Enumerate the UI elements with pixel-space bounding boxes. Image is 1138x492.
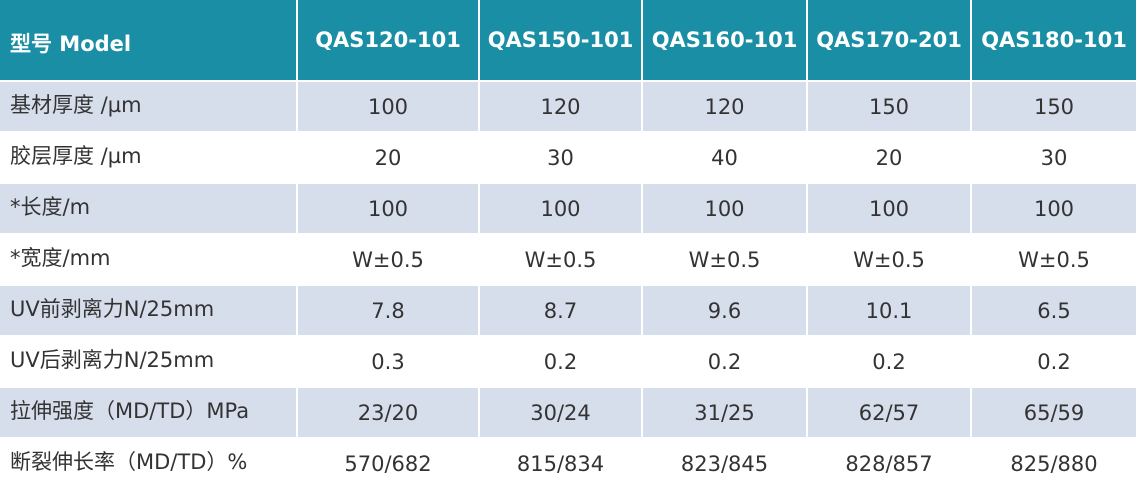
- value-cell: 30: [972, 133, 1136, 182]
- value-cell: 150: [808, 82, 970, 131]
- value-cell: 10.1: [808, 286, 970, 335]
- value-cell: 40: [643, 133, 806, 182]
- row-label: 胶层厚度 /µm: [0, 133, 296, 182]
- value-cell: 30: [480, 133, 641, 182]
- value-cell: 100: [480, 184, 641, 233]
- model-header: QAS180-101: [972, 0, 1136, 80]
- header-label: 型号 Model: [0, 0, 296, 80]
- value-cell: 9.6: [643, 286, 806, 335]
- row-label: UV前剥离力N/25mm: [0, 286, 296, 335]
- value-cell: 150: [972, 82, 1136, 131]
- value-cell: 100: [643, 184, 806, 233]
- value-cell: W±0.5: [643, 235, 806, 284]
- value-cell: 0.3: [298, 337, 478, 386]
- value-cell: 0.2: [808, 337, 970, 386]
- value-cell: 0.2: [643, 337, 806, 386]
- value-cell: 100: [808, 184, 970, 233]
- value-cell: 100: [298, 82, 478, 131]
- model-header: QAS170-201: [808, 0, 970, 80]
- value-cell: 825/880: [972, 439, 1136, 488]
- value-cell: 100: [298, 184, 478, 233]
- value-cell: 20: [808, 133, 970, 182]
- value-cell: 62/57: [808, 388, 970, 437]
- value-cell: 120: [480, 82, 641, 131]
- row-label: *宽度/mm: [0, 235, 296, 284]
- row-label: UV后剥离力N/25mm: [0, 337, 296, 386]
- value-cell: 0.2: [972, 337, 1136, 386]
- value-cell: 570/682: [298, 439, 478, 488]
- value-cell: 8.7: [480, 286, 641, 335]
- value-cell: 30/24: [480, 388, 641, 437]
- value-cell: 7.8: [298, 286, 478, 335]
- row-label: *长度/m: [0, 184, 296, 233]
- value-cell: 6.5: [972, 286, 1136, 335]
- value-cell: W±0.5: [480, 235, 641, 284]
- value-cell: 823/845: [643, 439, 806, 488]
- value-cell: 828/857: [808, 439, 970, 488]
- model-header: QAS120-101: [298, 0, 478, 80]
- value-cell: 815/834: [480, 439, 641, 488]
- value-cell: W±0.5: [972, 235, 1136, 284]
- row-label: 断裂伸长率（MD/TD）%: [0, 439, 296, 488]
- value-cell: 20: [298, 133, 478, 182]
- value-cell: 23/20: [298, 388, 478, 437]
- model-header: QAS150-101: [480, 0, 641, 80]
- value-cell: 31/25: [643, 388, 806, 437]
- row-label: 基材厚度 /µm: [0, 82, 296, 131]
- value-cell: W±0.5: [808, 235, 970, 284]
- value-cell: 100: [972, 184, 1136, 233]
- value-cell: 0.2: [480, 337, 641, 386]
- value-cell: 65/59: [972, 388, 1136, 437]
- value-cell: 120: [643, 82, 806, 131]
- model-header: QAS160-101: [643, 0, 806, 80]
- row-label: 拉伸强度（MD/TD）MPa: [0, 388, 296, 437]
- value-cell: W±0.5: [298, 235, 478, 284]
